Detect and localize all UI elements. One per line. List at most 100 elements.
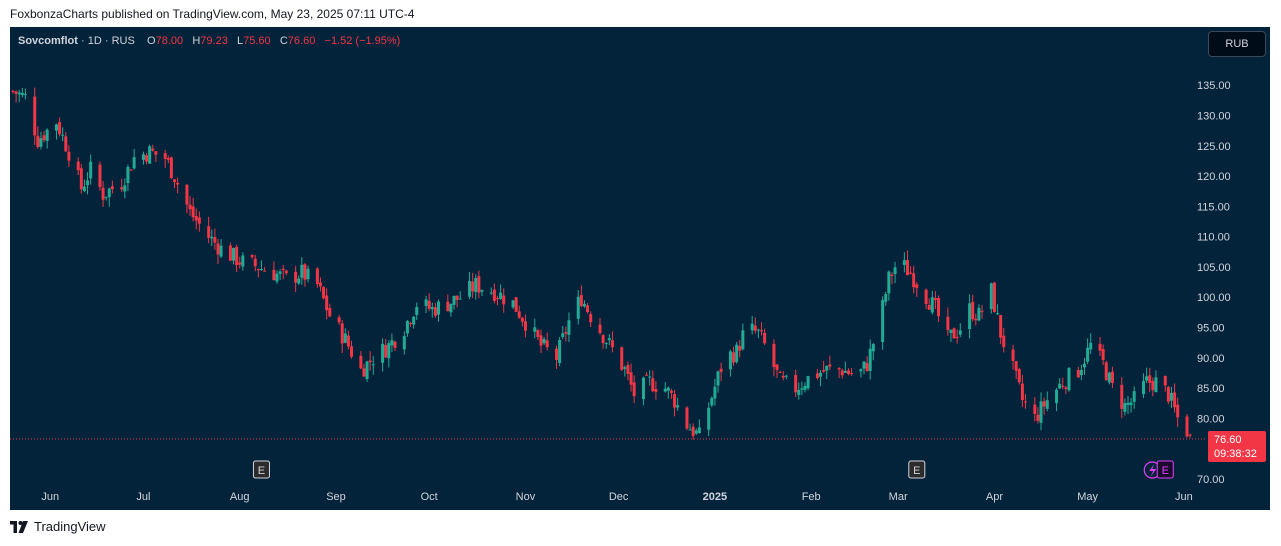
candle[interactable] [887,270,891,301]
candle[interactable] [458,291,462,300]
candle[interactable] [191,197,195,222]
candle[interactable] [520,316,524,327]
candle[interactable] [1123,398,1127,416]
candle[interactable] [803,382,807,393]
candle[interactable] [1163,375,1167,392]
candle[interactable] [865,356,869,373]
candle[interactable] [67,145,71,167]
candle[interactable] [576,290,580,325]
candle[interactable] [1104,360,1108,381]
candle[interactable] [61,127,65,142]
candle[interactable] [933,291,937,309]
candle[interactable] [533,318,537,339]
candle[interactable] [194,208,198,230]
candle[interactable] [691,423,695,440]
candle[interactable] [819,370,823,387]
candle[interactable] [1086,338,1090,365]
candle[interactable] [632,375,636,404]
candle[interactable] [989,282,993,314]
candle[interactable] [763,328,767,346]
candle[interactable] [207,216,211,244]
candle[interactable] [272,261,276,281]
candle[interactable] [1076,366,1080,378]
candle[interactable] [433,303,437,318]
candle[interactable] [902,252,906,273]
candle[interactable] [949,329,953,343]
candle[interactable] [871,343,875,361]
candle[interactable] [238,256,242,269]
candle[interactable] [480,289,484,297]
candle[interactable] [666,386,670,399]
candle[interactable] [772,339,776,377]
candle[interactable] [197,211,201,232]
chart-panel[interactable]: 135.00 130.00 125.00 120.00 115.00 110.00 105.… [10,27,1270,510]
candle[interactable] [536,328,540,341]
candle[interactable] [104,196,108,201]
candle[interactable] [54,123,58,140]
candle[interactable] [850,368,854,376]
candle[interactable] [517,305,521,319]
candle[interactable] [169,156,173,179]
candle[interactable] [890,272,894,285]
candle[interactable] [126,164,130,192]
candle[interactable] [685,406,689,431]
candle[interactable] [79,163,83,194]
candle[interactable] [474,274,478,300]
candle[interactable] [216,238,220,265]
candle[interactable] [654,381,658,400]
candle[interactable] [558,336,562,367]
candle[interactable] [815,369,819,380]
candle[interactable] [784,374,788,380]
candle[interactable] [303,263,307,287]
candle[interactable] [1098,337,1102,357]
candle[interactable] [166,155,170,164]
candle[interactable] [837,367,841,378]
candle[interactable] [281,265,285,280]
candle[interactable] [545,332,549,351]
candle[interactable] [430,302,434,318]
candle[interactable] [996,304,1000,316]
candle[interactable] [999,314,1003,345]
candle[interactable] [393,340,397,352]
candle[interactable] [228,242,232,261]
candle[interactable] [306,265,310,283]
candle[interactable] [409,321,413,327]
candle[interactable] [620,346,624,371]
candle[interactable] [1036,406,1040,424]
candle[interactable] [778,370,782,374]
candle[interactable] [645,372,649,376]
candle[interactable] [387,340,391,368]
candle[interactable] [11,89,15,94]
candlestick-chart[interactable]: 135.00 130.00 125.00 120.00 115.00 110.00 105.… [10,27,1270,510]
candle[interactable] [1145,367,1149,384]
candle[interactable] [1142,373,1146,399]
candle[interactable] [350,340,354,359]
candle[interactable] [946,307,950,336]
candle[interactable] [511,300,515,310]
candle[interactable] [322,286,326,300]
candle[interactable] [154,151,158,163]
candle[interactable] [210,229,214,247]
candle[interactable] [1055,388,1059,412]
candle[interactable] [241,252,245,271]
candle[interactable] [1126,395,1130,414]
candle[interactable] [958,323,962,338]
candle[interactable] [436,299,440,322]
candle[interactable] [843,361,847,373]
earnings-marker[interactable]: E [252,460,270,479]
candle[interactable] [582,300,586,308]
candle[interactable] [840,368,844,379]
candle[interactable] [523,314,527,338]
candle[interactable] [828,355,832,370]
candle[interactable] [89,154,93,185]
candle[interactable] [1129,398,1133,413]
candle[interactable] [58,117,62,137]
candle[interactable] [626,361,630,381]
candle[interactable] [129,168,133,171]
candle[interactable] [735,341,739,364]
candle[interactable] [176,177,180,194]
candle[interactable] [716,370,720,393]
candle[interactable] [185,183,189,214]
candle[interactable] [1120,377,1124,418]
candle[interactable] [1020,375,1024,407]
